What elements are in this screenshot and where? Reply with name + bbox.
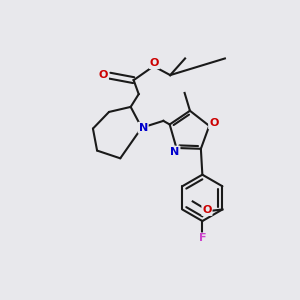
Text: F: F: [199, 233, 206, 243]
Text: O: O: [99, 70, 108, 80]
Text: O: O: [209, 118, 218, 128]
Text: O: O: [202, 205, 212, 215]
Text: O: O: [150, 58, 159, 68]
Text: N: N: [170, 146, 180, 157]
Text: N: N: [139, 123, 148, 133]
